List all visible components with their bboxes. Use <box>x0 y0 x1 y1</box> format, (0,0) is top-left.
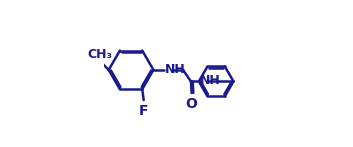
Text: CH₃: CH₃ <box>88 47 113 61</box>
Text: NH: NH <box>165 63 186 76</box>
Text: O: O <box>186 97 198 111</box>
Text: F: F <box>139 104 149 118</box>
Text: NH: NH <box>200 74 221 87</box>
